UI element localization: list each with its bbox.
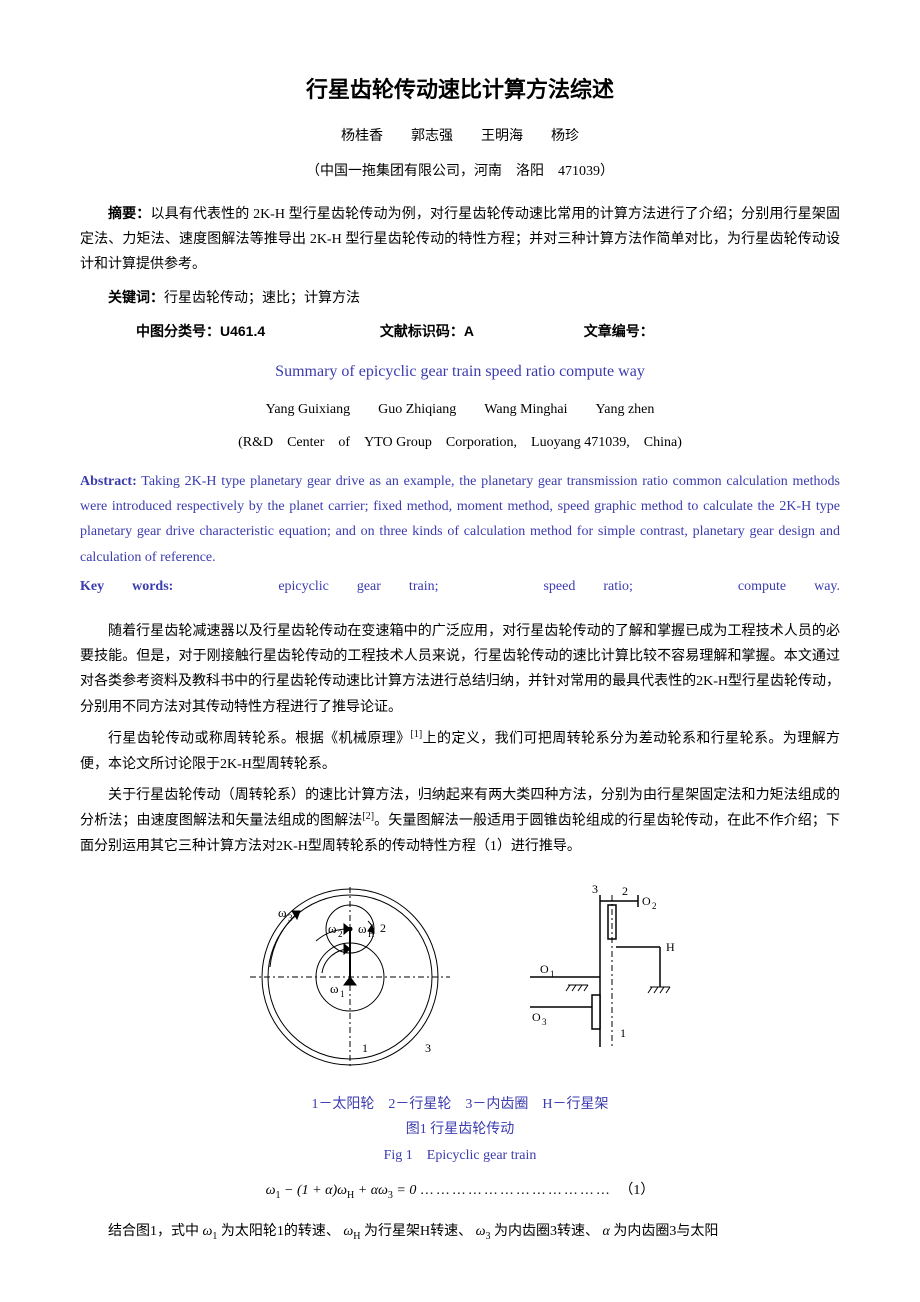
- body-paragraph-4: 结合图1，式中 ω1 为太阳轮1的转速、 ωH 为行星架H转速、 ω3 为内齿圈…: [80, 1219, 840, 1246]
- symbol-w1: ω: [203, 1224, 213, 1239]
- body-paragraph-2: 行星齿轮传动或称周转轮系。根据《机械原理》[1]上的定义，我们可把周转轮系分为差…: [80, 726, 840, 777]
- authors-cn: 杨桂香 郭志强 王明海 杨珍: [80, 124, 840, 149]
- abstract-en: Abstract: Taking 2K-H type planetary gea…: [80, 469, 840, 570]
- citation-2: [2]: [362, 811, 374, 822]
- keywords-en-label: Key words:: [80, 579, 173, 594]
- abstract-cn-label: 摘要：: [108, 207, 150, 222]
- svg-text:O: O: [540, 962, 549, 976]
- svg-text:1: 1: [340, 989, 345, 999]
- body-paragraph-1: 随着行星齿轮减速器以及行星齿轮传动在变速箱中的广泛应用，对行星齿轮传动的了解和掌…: [80, 619, 840, 720]
- abstract-en-label: Abstract:: [80, 474, 137, 489]
- keywords-cn-text: 行星齿轮传动；速比；计算方法: [164, 291, 360, 306]
- abstract-cn-text: 以具有代表性的 2K-H 型行星齿轮传动为例，对行星齿轮传动速比常用的计算方法进…: [80, 207, 840, 272]
- keywords-en-part3: compute way.: [738, 574, 840, 599]
- svg-text:2: 2: [652, 901, 657, 911]
- svg-text:3: 3: [542, 1017, 547, 1027]
- figure-1: ω3 ω2 ωH ω1 2 1 3: [80, 877, 840, 1168]
- equation-dots: ………………………………: [420, 1183, 612, 1198]
- keywords-cn: 关键词：行星齿轮传动；速比；计算方法: [80, 286, 840, 311]
- symbol-w3: ω: [476, 1224, 486, 1239]
- class-label: 中图分类号：: [136, 323, 220, 339]
- svg-text:1: 1: [362, 1041, 368, 1055]
- doc-code-label: 文献标识码：: [380, 323, 464, 339]
- figure-caption-en: Fig 1 Epicyclic gear train: [80, 1143, 840, 1168]
- title-cn: 行星齿轮传动速比计算方法综述: [80, 70, 840, 110]
- keywords-en-part1: epicyclic gear train;: [278, 574, 438, 599]
- symbol-alpha: α: [603, 1224, 610, 1239]
- keywords-cn-label: 关键词：: [108, 291, 164, 306]
- affiliation-en: (R&D Center of YTO Group Corporation, Lu…: [80, 430, 840, 455]
- equation-1: ω1 − (1 + α)ωH + αω3 = 0 ……………………………… （1…: [80, 1178, 840, 1205]
- svg-text:H: H: [666, 940, 675, 954]
- symbol-wH: ω: [343, 1224, 353, 1239]
- classification-line: 中图分类号：U461.4 文献标识码：A 文章编号：: [80, 319, 840, 344]
- svg-text:ω: ω: [330, 981, 339, 996]
- authors-en: Yang Guixiang Guo Zhiqiang Wang Minghai …: [80, 397, 840, 422]
- para4-b: 为太阳轮1的转速、: [221, 1224, 340, 1239]
- svg-text:H: H: [368, 929, 375, 939]
- abstract-en-text: Taking 2K-H type planetary gear drive as…: [80, 474, 840, 565]
- svg-text:2: 2: [380, 921, 386, 935]
- abstract-cn: 摘要：以具有代表性的 2K-H 型行星齿轮传动为例，对行星齿轮传动速比常用的计算…: [80, 202, 840, 278]
- figure-caption-cn: 图1 行星齿轮传动: [80, 1117, 840, 1142]
- para4-e: 为内齿圈3与太阳: [613, 1224, 718, 1239]
- svg-text:1: 1: [550, 969, 555, 979]
- citation-1: [1]: [411, 729, 423, 740]
- svg-text:2: 2: [338, 929, 343, 939]
- article-no-label: 文章编号：: [584, 323, 654, 339]
- doc-code-value: A: [464, 323, 474, 339]
- gear-train-diagram: ω3 ω2 ωH ω1 2 1 3: [230, 877, 690, 1077]
- svg-text:ω: ω: [328, 921, 337, 936]
- svg-text:1: 1: [620, 1026, 626, 1040]
- para2-a: 行星齿轮传动或称周转轮系。根据《机械原理》: [108, 731, 411, 746]
- affiliation-cn: （中国一拖集团有限公司，河南 洛阳 471039）: [80, 159, 840, 184]
- equation-number: （1）: [619, 1183, 654, 1198]
- svg-text:O: O: [642, 894, 651, 908]
- svg-text:ω: ω: [278, 905, 287, 920]
- equation-expr: ω1 − (1 + α)ωH + αω3 = 0: [266, 1183, 417, 1198]
- svg-text:2: 2: [622, 884, 628, 898]
- keywords-en-part2: speed ratio;: [543, 574, 632, 599]
- keywords-en: Key words: epicyclic gear train; speed r…: [80, 574, 840, 599]
- body-paragraph-3: 关于行星齿轮传动（周转轮系）的速比计算方法，归纳起来有两大类四种方法，分别为由行…: [80, 783, 840, 859]
- para4-d: 为内齿圈3转速、: [494, 1224, 599, 1239]
- svg-text:3: 3: [288, 913, 293, 923]
- figure-legend: 1－太阳轮 2－行星轮 3－内齿圈 H－行星架: [80, 1092, 840, 1117]
- class-value: U461.4: [220, 323, 265, 339]
- svg-text:O: O: [532, 1010, 541, 1024]
- para4-a: 结合图1，式中: [108, 1224, 199, 1239]
- para4-c: 为行星架H转速、: [364, 1224, 472, 1239]
- title-en: Summary of epicyclic gear train speed ra…: [80, 358, 840, 387]
- svg-text:3: 3: [592, 882, 598, 896]
- svg-text:ω: ω: [358, 921, 367, 936]
- svg-text:3: 3: [425, 1041, 431, 1055]
